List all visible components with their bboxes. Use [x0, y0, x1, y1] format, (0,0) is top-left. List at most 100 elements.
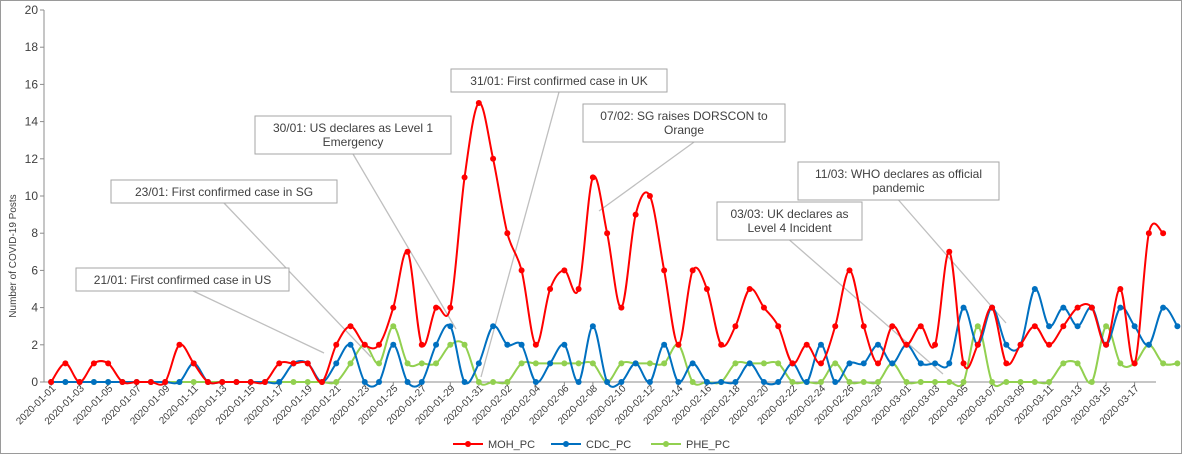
- annotation-text: Orange: [664, 123, 704, 137]
- data-point: [219, 379, 226, 385]
- data-point: [304, 360, 311, 367]
- data-point: [946, 360, 953, 367]
- data-point: [1003, 360, 1010, 367]
- annotation-box: [582, 103, 786, 143]
- data-point: [860, 323, 867, 330]
- data-point: [875, 360, 881, 367]
- data-point: [1074, 323, 1081, 330]
- data-point: [1017, 379, 1024, 385]
- data-point: [675, 379, 682, 385]
- data-point: [789, 360, 796, 367]
- annotation-callout: 31/01: First confirmed case in UK: [450, 68, 668, 93]
- data-point: [732, 379, 739, 385]
- data-point: [261, 379, 268, 385]
- data-point: [290, 360, 297, 367]
- data-point: [490, 323, 497, 330]
- data-point: [903, 379, 910, 385]
- data-point: [204, 379, 211, 385]
- data-point: [646, 379, 653, 385]
- data-point: [646, 360, 653, 367]
- data-point: [547, 286, 554, 292]
- data-point: [1088, 304, 1095, 311]
- data-point: [390, 341, 397, 348]
- data-point: [518, 360, 525, 367]
- annotation-text: 23/01: First confirmed case in SG: [135, 185, 313, 199]
- data-point: [817, 341, 824, 348]
- legend-label: MOH_PC: [488, 439, 535, 451]
- data-point: [518, 341, 525, 348]
- data-point: [376, 341, 383, 348]
- annotation-box: [254, 115, 452, 155]
- data-point: [90, 379, 97, 385]
- data-point: [176, 379, 183, 385]
- data-point: [162, 379, 169, 385]
- annotation-text: 11/03: WHO declares as official: [815, 167, 982, 181]
- data-point: [1117, 304, 1124, 311]
- data-point: [1145, 230, 1152, 237]
- annotation-text: pandemic: [872, 181, 924, 195]
- data-point: [775, 323, 782, 330]
- data-point: [276, 379, 283, 385]
- data-point: [789, 379, 796, 385]
- data-point: [675, 341, 682, 348]
- data-point: [760, 304, 767, 311]
- data-point: [390, 304, 397, 311]
- annotation-text: Level 4 Incident: [747, 221, 832, 235]
- data-point: [875, 379, 881, 385]
- data-point: [532, 360, 539, 367]
- data-point: [1103, 341, 1110, 348]
- legend-label: CDC_PC: [586, 439, 631, 451]
- data-point: [960, 304, 967, 311]
- series-lines: [48, 100, 1181, 388]
- data-point: [119, 379, 126, 385]
- data-point: [718, 379, 725, 385]
- data-point: [917, 323, 924, 330]
- data-point: [1031, 379, 1038, 385]
- y-tick-label: 10: [25, 189, 39, 203]
- data-point: [447, 323, 454, 330]
- data-point: [1074, 304, 1081, 311]
- data-point: [917, 360, 924, 367]
- data-point: [247, 379, 254, 385]
- y-tick-label: 14: [25, 115, 39, 129]
- data-point: [1046, 379, 1053, 385]
- data-point: [518, 267, 525, 274]
- data-point: [1060, 323, 1067, 330]
- data-point: [703, 286, 710, 292]
- data-point: [1003, 379, 1010, 385]
- legend-item-cdc-pc: CDC_PC: [551, 439, 631, 451]
- data-point: [689, 267, 696, 274]
- data-point: [532, 379, 539, 385]
- data-point: [319, 379, 325, 385]
- x-axis: 2020-01-012020-01-032020-01-052020-01-07…: [14, 381, 1156, 427]
- data-point: [48, 379, 55, 385]
- data-point: [461, 379, 468, 385]
- data-point: [532, 341, 539, 348]
- data-point: [561, 267, 568, 274]
- data-point: [803, 341, 810, 348]
- data-point: [1088, 379, 1095, 385]
- annotation-text: 21/01: First confirmed case in US: [94, 273, 271, 287]
- data-point: [133, 379, 140, 385]
- data-point: [547, 360, 554, 367]
- y-axis: 0 2 4 6 8 10 12 14 16 18 20: [25, 3, 45, 389]
- series-cdc-pc: [48, 286, 1181, 388]
- legend-swatch-marker: [663, 441, 669, 447]
- data-point: [889, 323, 896, 330]
- y-tick-label: 6: [31, 263, 38, 277]
- data-point: [1031, 286, 1038, 292]
- annotation-text: 30/01: US declares as Level 1: [273, 121, 433, 135]
- data-point: [575, 360, 582, 367]
- data-point: [404, 360, 411, 367]
- data-point: [490, 379, 497, 385]
- data-point: [903, 341, 910, 348]
- legend: MOH_PC CDC_PC PHE_PC: [453, 439, 730, 451]
- data-point: [1060, 304, 1067, 311]
- data-point: [333, 360, 340, 367]
